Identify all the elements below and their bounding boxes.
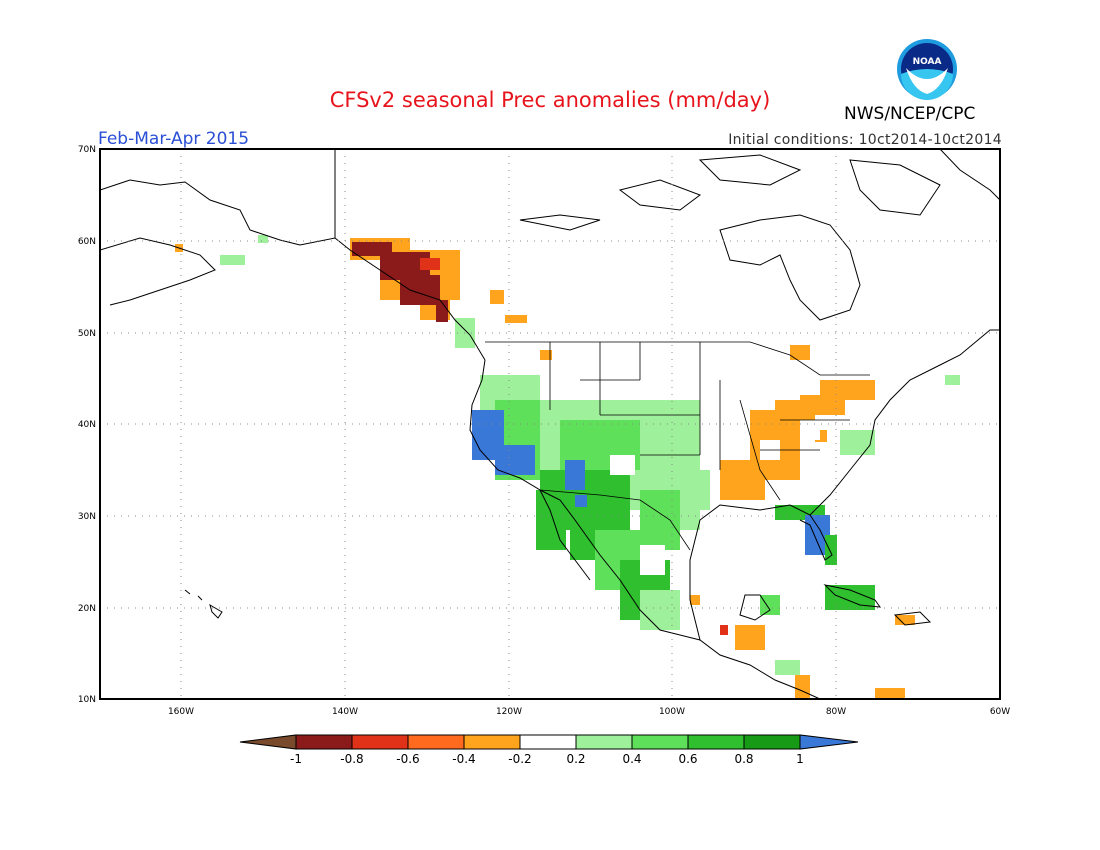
colorbar-swatch bbox=[463, 734, 521, 750]
forecast-period: Feb-Mar-Apr 2015 bbox=[98, 129, 250, 149]
latitude-labels: 70N 60N 50N 40N 30N 20N 10N bbox=[78, 145, 96, 705]
lat-label: 50N bbox=[78, 329, 96, 339]
colorbar-swatch bbox=[743, 734, 801, 750]
colorbar-label: 0.2 bbox=[566, 752, 585, 766]
colorbar-label: -1 bbox=[290, 752, 302, 766]
noaa-logo: NOAA bbox=[897, 39, 957, 100]
anomaly-shading bbox=[175, 235, 960, 699]
colorbar-swatch bbox=[687, 734, 745, 750]
lon-label: 80W bbox=[826, 707, 846, 717]
political-borders bbox=[485, 341, 870, 551]
map-frame bbox=[99, 148, 1001, 700]
colorbar-label: 0.6 bbox=[678, 752, 697, 766]
colorbar-swatch bbox=[351, 734, 409, 750]
lon-label: 160W bbox=[168, 707, 194, 717]
initial-conditions: Initial conditions: 10ct2014-10ct2014 bbox=[728, 132, 1002, 148]
lon-label: 100W bbox=[659, 707, 685, 717]
lat-label: 40N bbox=[78, 420, 96, 430]
lat-label: 10N bbox=[78, 695, 96, 705]
lat-label: 60N bbox=[78, 237, 96, 247]
coastlines bbox=[100, 149, 1000, 699]
colorbar-high-arrow bbox=[799, 734, 859, 750]
colorbar-swatch bbox=[407, 734, 465, 750]
logo-text: NOAA bbox=[913, 57, 942, 67]
lat-label: 20N bbox=[78, 604, 96, 614]
lon-label: 140W bbox=[332, 707, 358, 717]
colorbar-swatch bbox=[519, 734, 577, 750]
colorbar-swatch bbox=[631, 734, 689, 750]
colorbar-label: 0.8 bbox=[734, 752, 753, 766]
map-title: CFSv2 seasonal Prec anomalies (mm/day) bbox=[329, 88, 771, 112]
colorbar-label: -0.6 bbox=[396, 752, 419, 766]
colorbar-swatch bbox=[575, 734, 633, 750]
colorbar-label: 1 bbox=[796, 752, 804, 766]
colorbar-label: -0.8 bbox=[340, 752, 363, 766]
lat-label: 30N bbox=[78, 512, 96, 522]
lat-label: 70N bbox=[78, 145, 96, 155]
colorbar-swatch bbox=[295, 734, 353, 750]
colorbar: -1 -0.8 -0.6 -0.4 -0.2 0.2 0.4 0.6 0.8 1 bbox=[239, 734, 859, 766]
lon-label: 120W bbox=[496, 707, 522, 717]
lon-label: 60W bbox=[990, 707, 1010, 717]
longitude-labels: 160W 140W 120W 100W 80W 60W bbox=[168, 707, 1010, 717]
colorbar-label: 0.4 bbox=[622, 752, 641, 766]
agency-label: NWS/NCEP/CPC bbox=[844, 104, 976, 124]
colorbar-low-arrow bbox=[239, 734, 297, 750]
colorbar-label: -0.2 bbox=[508, 752, 531, 766]
colorbar-label: -0.4 bbox=[452, 752, 475, 766]
graticule bbox=[100, 149, 1000, 699]
